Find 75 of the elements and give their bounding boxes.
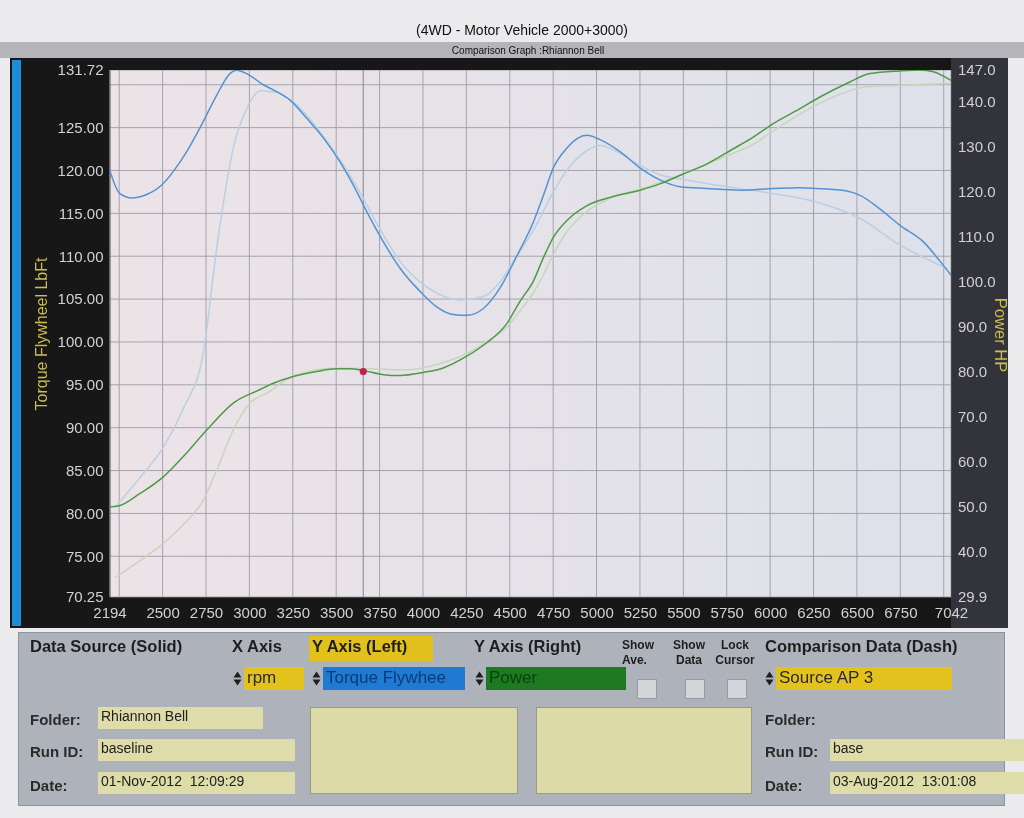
y-tick-label: 80.00: [65, 504, 104, 522]
text-field: Power: [486, 667, 626, 690]
y2-tick-label: 50.0: [958, 497, 988, 515]
x-tick-label: 6750: [884, 603, 918, 621]
text-field: 03-Aug-2012 13:01:08: [830, 772, 1024, 794]
y-tick-label: 125.00: [57, 118, 104, 136]
y2-tick-label: 40.0: [958, 542, 988, 560]
text-field: 01-Nov-2012 12:09:29: [98, 772, 295, 794]
x-tick-label: 6000: [753, 603, 788, 621]
x-tick-label: 3500: [320, 603, 354, 621]
x-tick-label: 7042: [934, 603, 969, 621]
x-tick-label: 6500: [840, 603, 875, 621]
y-tick-label: 100.00: [57, 333, 104, 351]
text-field: Source AP 3: [776, 667, 952, 690]
text: Run ID:: [765, 743, 819, 760]
y-axis-title: Torque Flywheel LbFt: [33, 256, 50, 411]
y2-tick-label: 100.0: [958, 272, 996, 290]
y2-tick-label: 130.0: [958, 137, 996, 155]
source-note: Source AP 3: [779, 668, 874, 688]
y-tick-label: 105.00: [57, 290, 104, 308]
text-field: base: [830, 739, 1024, 761]
text: X Axis: [232, 637, 282, 656]
y2-tick-label: 29.9: [958, 588, 988, 606]
y2-axis-title: Power HP: [992, 297, 1010, 373]
x-tick-label: 6250: [797, 603, 831, 621]
x-tick-label: 4750: [536, 603, 571, 621]
text-field: Torque Flywhee: [323, 667, 465, 690]
x-tick-label: 5500: [667, 603, 701, 621]
text: Date:: [765, 777, 803, 794]
y2-tick-label: 60.0: [958, 452, 988, 470]
chart-title: (4WD - Motor Vehicle 2000+3000): [415, 22, 629, 38]
y-tick-label: 70.25: [65, 588, 104, 606]
x-tick-label: 5000: [580, 603, 614, 621]
text: Folder:: [30, 711, 81, 728]
chart-subtitle: Comparison Graph :Rhiannon Bell: [451, 45, 605, 56]
text: Show Ave.: [622, 638, 655, 668]
text: Date:: [30, 777, 68, 794]
y-tick-label: 120.00: [57, 161, 104, 179]
x-tick-label: 4500: [493, 603, 527, 621]
text-field: rpm: [244, 667, 304, 690]
text: Y Axis (Right): [474, 637, 582, 656]
x-tick-label: 3750: [363, 603, 397, 621]
y-tick-label: 95.00: [65, 376, 104, 394]
y-tick-label: 85.00: [65, 461, 104, 479]
y2-tick-label: 140.0: [958, 92, 996, 110]
text-field: baseline: [98, 739, 295, 761]
source-note: Data Source (Solid): [30, 637, 183, 656]
x-tick-label: 2500: [146, 603, 180, 621]
x-tick-label: 2750: [189, 603, 224, 621]
text: Run ID:: [30, 743, 84, 760]
x-tick-label: 2194: [93, 603, 127, 621]
line-series: [115, 82, 951, 578]
y2-tick-label: 147.0: [958, 61, 996, 79]
text: Show Data: [672, 638, 706, 668]
x-tick-label: 5250: [623, 603, 658, 621]
y-tick-label: 90.00: [65, 418, 104, 436]
y-tick-label: 131.72: [57, 61, 104, 79]
y2-tick-label: 80.0: [958, 362, 988, 380]
x-tick-label: 4250: [450, 603, 484, 621]
text-field: Rhiannon Bell: [98, 707, 263, 729]
label-highlight: Y Axis (Left): [309, 636, 433, 661]
y-tick-label: 115.00: [58, 204, 104, 222]
x-tick-label: 5750: [710, 603, 744, 621]
text: Lock Cursor: [714, 638, 756, 668]
x-tick-label: 3000: [233, 603, 267, 621]
y2-tick-label: 90.0: [958, 317, 988, 335]
y2-tick-label: 110.0: [958, 227, 995, 245]
x-tick-label: 4000: [406, 603, 441, 621]
y-tick-label: 75.00: [65, 547, 104, 565]
y-tick-label: 110.00: [58, 247, 104, 265]
x-tick-label: 3250: [276, 603, 310, 621]
y2-tick-label: 70.0: [958, 407, 988, 425]
y2-tick-label: 120.0: [958, 182, 996, 200]
text: Folder:: [765, 711, 816, 728]
text: Comparison Data (Dash): [765, 637, 958, 656]
